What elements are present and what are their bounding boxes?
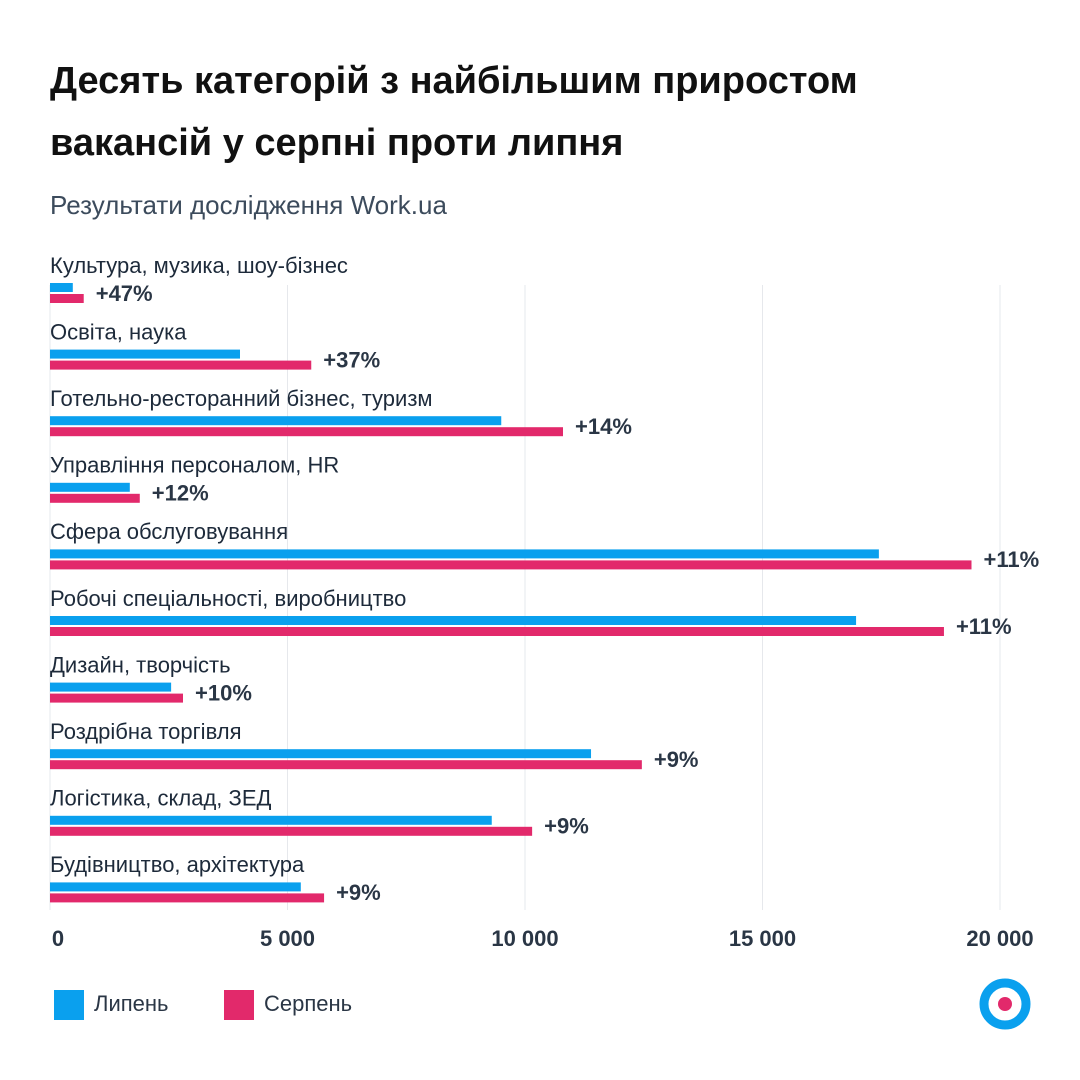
bar bbox=[50, 882, 301, 892]
category-label: Культура, музика, шоу-бізнес bbox=[50, 253, 348, 278]
bar bbox=[50, 616, 857, 625]
x-tick-label: 20 000 bbox=[966, 926, 1033, 951]
growth-label: +37% bbox=[323, 347, 380, 372]
bar bbox=[50, 283, 73, 292]
x-tick-label: 5 000 bbox=[260, 926, 315, 951]
bar bbox=[50, 749, 592, 759]
growth-label: +9% bbox=[336, 880, 381, 905]
bar bbox=[50, 294, 84, 303]
bar bbox=[50, 549, 879, 559]
bar bbox=[50, 349, 240, 359]
legend-swatch bbox=[224, 990, 254, 1020]
bar bbox=[50, 826, 533, 836]
chart-title: вакансій у серпні проти липня bbox=[50, 122, 623, 164]
growth-label: +14% bbox=[575, 414, 632, 439]
growth-label: +10% bbox=[195, 680, 252, 705]
bar bbox=[50, 627, 944, 636]
bar bbox=[50, 493, 140, 503]
bar bbox=[50, 427, 563, 437]
growth-label: +11% bbox=[956, 614, 1012, 639]
bar bbox=[50, 360, 312, 370]
bar bbox=[50, 893, 325, 903]
x-tick-label: 10 000 bbox=[491, 926, 558, 951]
category-label: Управління персоналом, HR bbox=[50, 453, 339, 478]
category-label: Сфера обслуговування bbox=[50, 519, 288, 544]
x-tick-label: 0 bbox=[52, 926, 64, 951]
bar bbox=[50, 560, 972, 570]
category-label: Будівництво, архітектура bbox=[50, 852, 305, 877]
bar bbox=[50, 482, 130, 492]
growth-label: +9% bbox=[544, 814, 589, 839]
category-label: Логістика, склад, ЗЕД bbox=[50, 786, 271, 811]
chart-title: Десять категорій з найбільшим приростом bbox=[50, 60, 858, 102]
bar bbox=[50, 693, 183, 703]
bar bbox=[50, 682, 172, 692]
bar bbox=[50, 416, 502, 426]
chart-subtitle: Результати дослідження Work.ua bbox=[50, 190, 447, 220]
category-label: Дизайн, творчість bbox=[50, 652, 231, 677]
logo bbox=[979, 978, 1031, 1030]
bar bbox=[50, 815, 492, 825]
legend-swatch bbox=[54, 990, 84, 1020]
legend-label: Липень bbox=[94, 991, 169, 1016]
category-label: Готельно-ресторанний бізнес, туризм bbox=[50, 386, 433, 411]
category-label: Роздрібна торгівля bbox=[50, 719, 242, 744]
growth-label: +47% bbox=[96, 281, 153, 306]
growth-label: +9% bbox=[654, 747, 699, 772]
growth-label: +11% bbox=[984, 547, 1040, 572]
growth-label: +12% bbox=[152, 481, 209, 506]
bar bbox=[50, 760, 642, 770]
x-tick-label: 15 000 bbox=[729, 926, 796, 951]
legend-label: Серпень bbox=[264, 991, 352, 1016]
category-label: Робочі спеціальності, виробництво bbox=[50, 586, 406, 611]
category-label: Освіта, наука bbox=[50, 319, 187, 344]
